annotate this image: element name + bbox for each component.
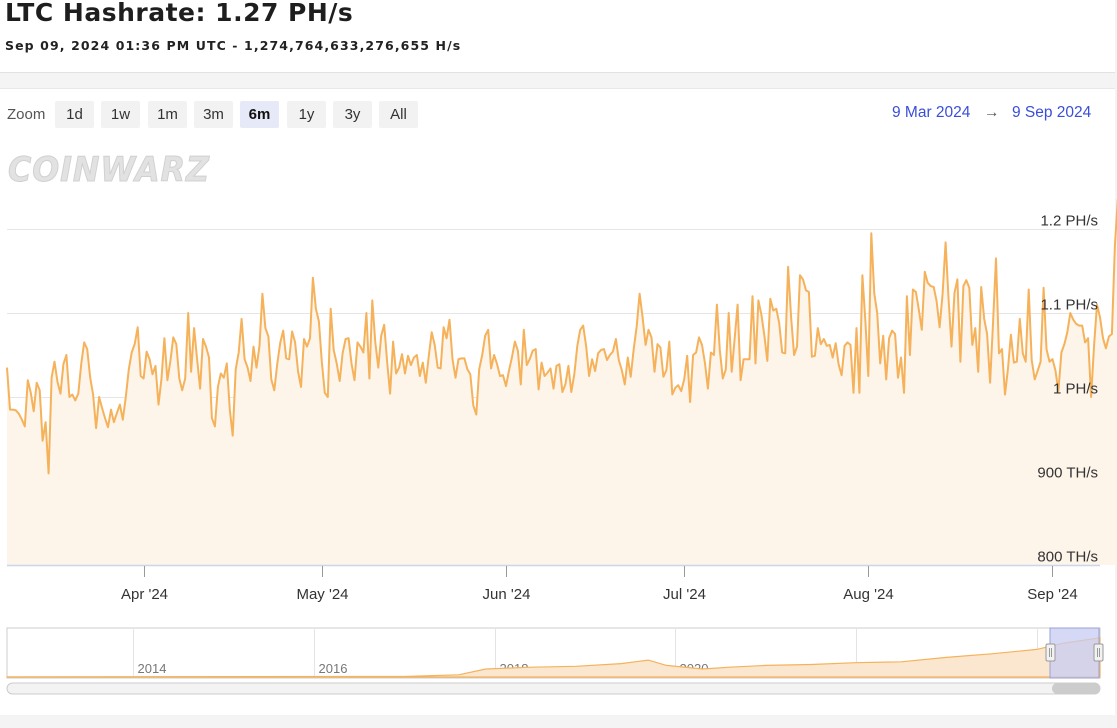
zoom-1y-button[interactable]: 1y xyxy=(287,101,326,128)
zoom-6m-button[interactable]: 6m xyxy=(240,101,279,128)
y-axis-labels: 800 TH/s 900 TH/s 1 PH/s 1.1 PH/s 1.2 PH/s xyxy=(1037,213,1098,566)
coinwarz-watermark: COINWARZ xyxy=(8,150,210,190)
navigator-handle-right[interactable] xyxy=(1093,643,1104,662)
navigator-mask[interactable] xyxy=(1049,627,1100,679)
zoom-1w-button[interactable]: 1w xyxy=(101,101,140,128)
hashrate-timestamp: Sep 09, 2024 01:36 PM UTC - 1,274,764,63… xyxy=(5,38,462,53)
navigator-year-label: 2016 xyxy=(319,661,348,676)
range-from-date[interactable]: 9 Mar 2024 xyxy=(892,104,971,121)
page-title: LTC Hashrate: 1.27 PH/s xyxy=(5,0,354,27)
y-tick-label: 1.1 PH/s xyxy=(1040,297,1098,314)
y-tick-label: 1 PH/s xyxy=(1053,381,1098,398)
hashrate-line xyxy=(6,199,1117,475)
scrollbar-track[interactable] xyxy=(6,682,1101,695)
zoom-1m-button[interactable]: 1m xyxy=(148,101,187,128)
navigator-year-label: 2014 xyxy=(138,661,167,676)
x-tick-label: Apr '24 xyxy=(121,586,168,603)
header-card: LTC Hashrate: 1.27 PH/s Sep 09, 2024 01:… xyxy=(0,0,1115,73)
y-tick-label: 1.2 PH/s xyxy=(1040,213,1098,230)
range-arrow: → xyxy=(984,104,1000,121)
hashrate-area xyxy=(7,212,1117,565)
x-tick-label: May '24 xyxy=(296,586,348,603)
scrollbar-thumb[interactable] xyxy=(1052,683,1100,694)
x-tick-label: Jul '24 xyxy=(663,586,706,603)
navigator-handle-left[interactable] xyxy=(1045,643,1056,662)
x-tick-label: Jun '24 xyxy=(483,586,531,603)
x-tick-label: Sep '24 xyxy=(1027,586,1077,603)
x-axis-labels: Apr '24 May '24 Jun '24 Jul '24 Aug '24 Sep '… xyxy=(121,566,1078,603)
scrollbar[interactable] xyxy=(6,682,1101,695)
range-to-date[interactable]: 9 Sep 2024 xyxy=(1012,104,1092,121)
zoom-3m-button[interactable]: 3m xyxy=(194,101,233,128)
navigator[interactable]: 201420162018202020222024 xyxy=(6,627,1104,679)
zoom-all-button[interactable]: All xyxy=(379,101,418,128)
zoom-label: Zoom xyxy=(7,106,46,123)
y-tick-label: 800 TH/s xyxy=(1037,549,1098,566)
y-tick-label: 900 TH/s xyxy=(1037,465,1098,482)
zoom-1d-button[interactable]: 1d xyxy=(55,101,94,128)
zoom-3y-button[interactable]: 3y xyxy=(333,101,372,128)
x-tick-label: Aug '24 xyxy=(843,586,893,603)
